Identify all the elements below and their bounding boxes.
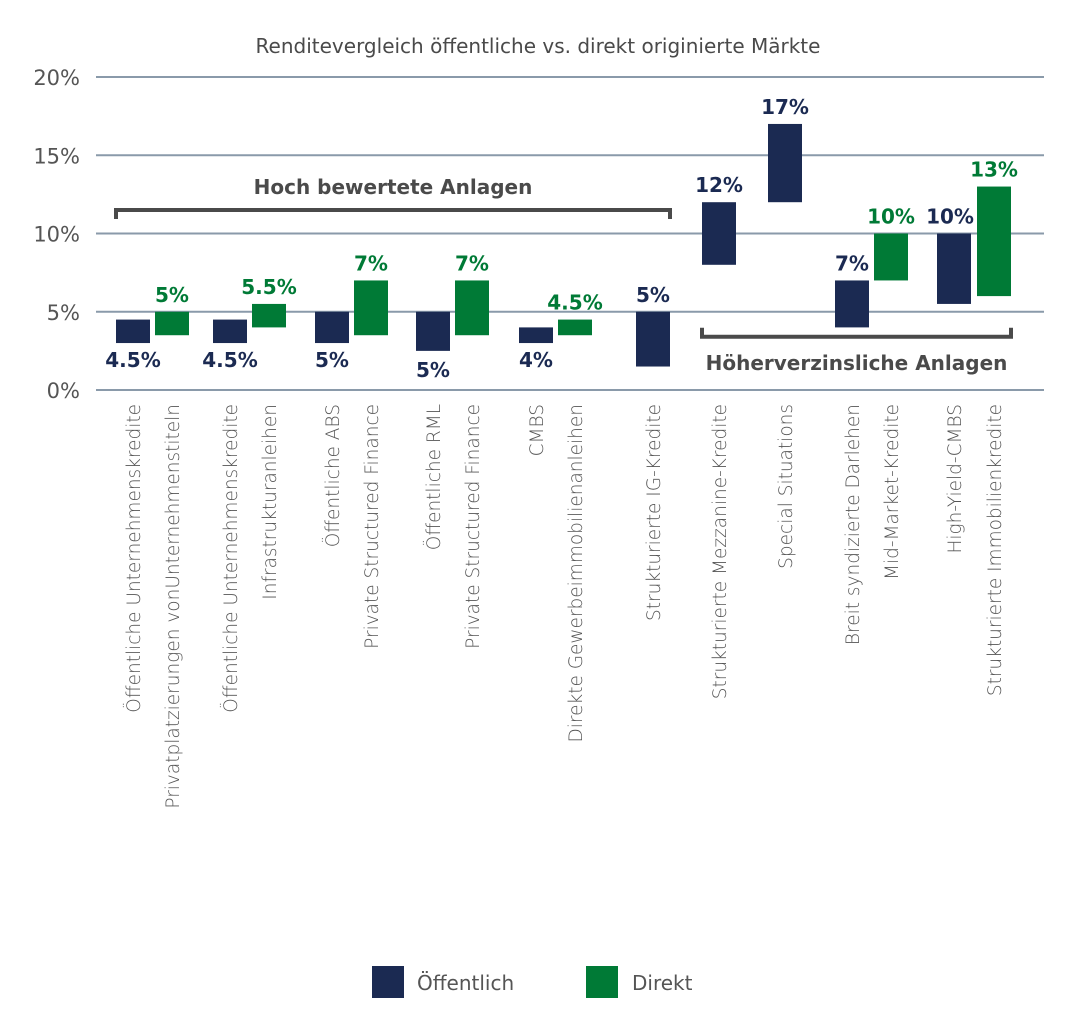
x-tick-label: Strukturierte Immobilienkredite: [985, 404, 1006, 696]
x-tick-label: Private Structured Finance: [463, 404, 484, 649]
bar-oeffentlich: [835, 280, 869, 328]
bar-oeffentlich: [636, 311, 670, 367]
data-label: 5.5%: [241, 275, 296, 299]
bar-oeffentlich: [416, 311, 450, 351]
data-label: 5%: [636, 283, 670, 307]
x-tick-label: Special Situations: [776, 404, 797, 569]
x-tick-label: Mid-Market-Kredite: [882, 404, 903, 580]
bar-oeffentlich: [116, 319, 150, 344]
legend-label-direkt: Direkt: [632, 971, 693, 995]
legend-label-oeffentlich: Öffentlich: [417, 971, 514, 995]
data-label: 4.5%: [547, 291, 602, 315]
bars: [116, 123, 1011, 367]
bar-direkt: [155, 311, 189, 336]
legend-swatch-oeffentlich: [372, 966, 404, 998]
bar-direkt: [874, 233, 908, 281]
y-tick-label: 5%: [47, 301, 80, 325]
bar-direkt: [354, 280, 388, 336]
bar-oeffentlich: [519, 327, 553, 344]
x-tick-label: High-Yield-CMBS: [945, 404, 966, 554]
data-label: 7%: [455, 251, 489, 275]
y-tick-label: 15%: [33, 144, 80, 168]
data-label: 5%: [315, 348, 349, 372]
x-tick-label: Strukturierte IG-Kredite: [644, 404, 665, 621]
bracket-line: [114, 208, 672, 220]
data-labels: 4.5% 5% 4.5% 5.5% 5% 7% 5% 7% 4% 4.5% 5% 12% 17% 7% 10…: [105, 95, 1018, 382]
bar-oeffentlich: [702, 202, 736, 265]
y-axis-ticks: 0% 5% 10% 15% 20%: [33, 66, 80, 403]
bracket-hoch-bewertete: Hoch bewertete Anlagen: [114, 175, 672, 220]
x-tick-label: Öffentliche RML: [423, 404, 445, 550]
bar-direkt: [455, 280, 489, 336]
bracket-label: Höherverzinsliche Anlagen: [706, 351, 1008, 375]
x-tick-label: Öffentliche Unternehmenskredite: [220, 404, 242, 713]
bar-direkt: [977, 186, 1011, 297]
bar-oeffentlich: [213, 319, 247, 344]
bracket-line: [700, 327, 1013, 339]
legend-swatch-direkt: [586, 966, 618, 998]
data-label: 4%: [519, 348, 553, 372]
chart-title: Renditevergleich öffentliche vs. direkt …: [256, 34, 821, 58]
y-tick-label: 20%: [33, 66, 80, 90]
bracket-hoeherverzinsliche: Höherverzinsliche Anlagen: [700, 327, 1013, 375]
data-label: 5%: [155, 283, 189, 307]
bar-oeffentlich: [937, 233, 971, 304]
data-label: 12%: [695, 173, 743, 197]
x-tick-label: Privatplatzierungen vonUnternehmenstitel…: [163, 404, 184, 809]
bar-oeffentlich: [768, 123, 802, 203]
bar-oeffentlich: [315, 311, 349, 344]
bar-direkt: [252, 303, 286, 328]
data-label: 7%: [835, 251, 869, 275]
data-label: 17%: [761, 95, 809, 119]
x-tick-label: Breit syndizierte Darlehen: [843, 404, 864, 645]
x-tick-label: Private Structured Finance: [362, 404, 383, 649]
group-brackets: Hoch bewertete Anlagen Höherverzinsliche …: [114, 175, 1013, 375]
data-label: 10%: [867, 205, 915, 229]
data-label: 7%: [354, 251, 388, 275]
data-label: 4.5%: [105, 348, 160, 372]
x-tick-label: Direkte Gewerbeimmobilienanleihen: [566, 404, 587, 742]
data-label: 5%: [416, 358, 450, 382]
x-tick-label: Infrastrukturanleihen: [260, 404, 281, 600]
x-tick-label: Öffentliche ABS: [322, 404, 344, 547]
x-tick-label: Strukturierte Mezzanine-Kredite: [710, 404, 731, 699]
x-tick-label: CMBS: [527, 404, 548, 456]
data-label: 4.5%: [202, 348, 257, 372]
y-tick-label: 10%: [33, 223, 80, 247]
data-label: 13%: [970, 158, 1018, 182]
x-tick-label: Öffentliche Unternehmenskredite: [123, 404, 145, 713]
y-tick-label: 0%: [47, 379, 80, 403]
bracket-label: Hoch bewertete Anlagen: [254, 175, 533, 199]
data-label: 10%: [926, 205, 974, 229]
bar-direkt: [558, 319, 592, 336]
legend: Öffentlich Direkt: [372, 966, 693, 998]
x-axis-ticks: Öffentliche Unternehmenskredite Privatpla…: [123, 404, 1006, 809]
